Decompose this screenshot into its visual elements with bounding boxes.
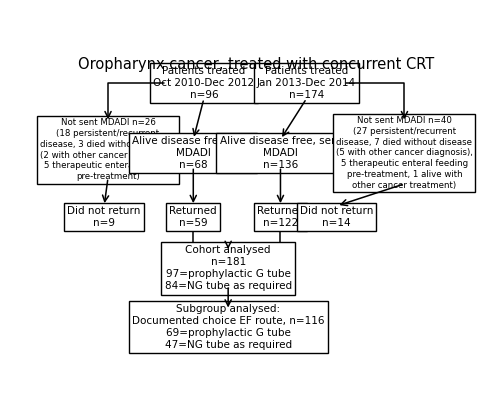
Text: Returned
n=59: Returned n=59: [170, 206, 217, 228]
Text: Cohort analysed
n=181
97=prophylactic G tube
84=NG tube as required: Cohort analysed n=181 97=prophylactic G …: [164, 245, 292, 291]
Text: Patients treated
Oct 2010-Dec 2012
n=96: Patients treated Oct 2010-Dec 2012 n=96: [154, 66, 254, 100]
Text: Not sent MDADI n=40
(27 persistent/recurrent
disease, 7 died without disease
(5 : Not sent MDADI n=40 (27 persistent/recur…: [336, 116, 473, 190]
Text: Oropharynx cancer, treated with concurrent CRT: Oropharynx cancer, treated with concurre…: [78, 57, 434, 72]
Text: Patients treated
Jan 2013-Dec 2014
n=174: Patients treated Jan 2013-Dec 2014 n=174: [257, 66, 356, 100]
Text: Not sent MDADI n=26
(18 persistent/recurrent
disease, 3 died without disease
(2 : Not sent MDADI n=26 (18 persistent/recur…: [40, 118, 176, 181]
Text: Alive disease free, sent
MDADI
n=68: Alive disease free, sent MDADI n=68: [132, 136, 254, 170]
Text: Did not return
n=9: Did not return n=9: [68, 206, 141, 228]
Text: Did not return
n=14: Did not return n=14: [300, 206, 374, 228]
Text: Subgroup analysed:
Documented choice EF route, n=116
69=prophylactic G tube
47=N: Subgroup analysed: Documented choice EF …: [132, 304, 324, 350]
Text: Returned
n=122: Returned n=122: [256, 206, 304, 228]
Text: Alive disease free, sent
MDADI
n=136: Alive disease free, sent MDADI n=136: [220, 136, 342, 170]
